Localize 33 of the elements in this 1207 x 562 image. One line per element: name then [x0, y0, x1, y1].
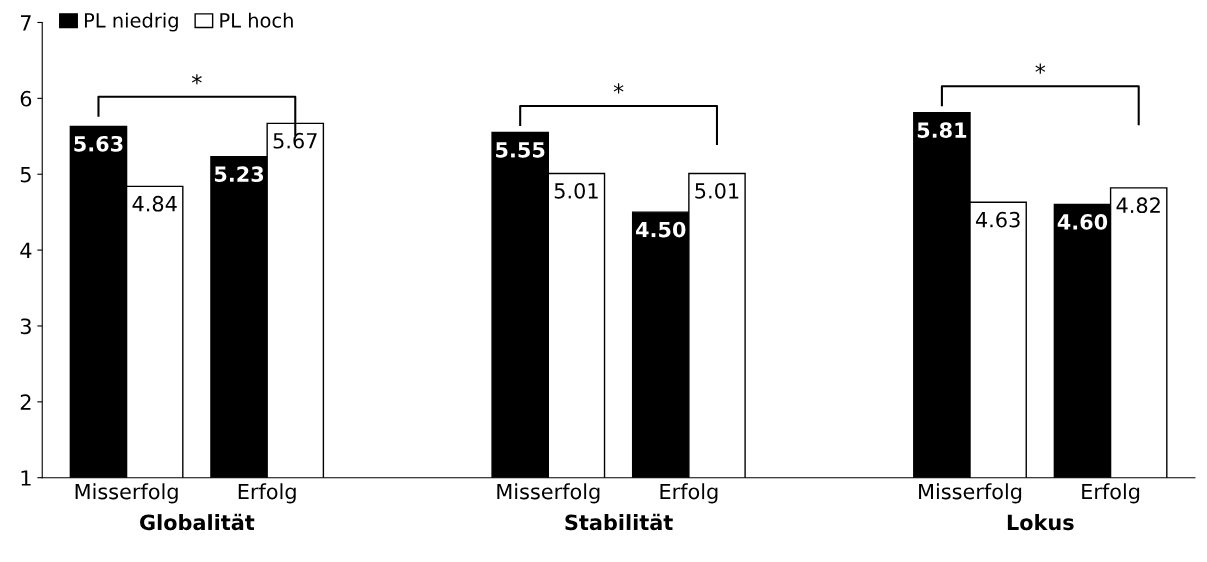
data-label: 4.63: [975, 211, 1020, 228]
data-label: 5.01: [554, 182, 598, 199]
annotation: *: [1035, 63, 1046, 74]
data-label: 5.55: [496, 142, 545, 158]
data-label: 5.67: [273, 132, 317, 149]
data-label: 5.63: [74, 135, 123, 152]
x-tick-label: Erfolg: [1082, 483, 1140, 504]
x-tick-label: Misserfolg: [919, 483, 1022, 504]
text: Globalität: [140, 513, 255, 531]
x-tick-label: Misserfolg: [497, 483, 600, 504]
y-tick-label: 1: [21, 470, 31, 486]
annotation: *: [191, 74, 202, 85]
data-label: 4.84: [132, 195, 177, 212]
data-label: 5.01: [695, 182, 739, 199]
data-label: 4.50: [636, 221, 686, 238]
x-tick-label: Erfolg: [660, 483, 718, 504]
legend-label: PL hoch: [220, 12, 293, 28]
data-label: 4.60: [1057, 214, 1108, 230]
y-tick-label: 6: [20, 90, 32, 107]
y-tick-label: 3: [20, 318, 31, 335]
data-label: 4.82: [1116, 197, 1160, 214]
text: Lokus: [1007, 514, 1074, 531]
legend-label: PL niedrig: [84, 12, 178, 32]
data-label: 5.23: [214, 166, 264, 182]
x-tick-label: Erfolg: [238, 483, 296, 504]
text: Stabilität: [565, 513, 673, 531]
x-tick-label: Misserfolg: [75, 483, 178, 504]
y-tick-label: 7: [20, 15, 31, 31]
y-tick-label: 5: [20, 166, 31, 183]
annotation: *: [613, 83, 624, 94]
y-tick-label: 2: [20, 394, 31, 410]
y-tick-label: 4: [20, 242, 32, 259]
data-label: 5.81: [917, 122, 967, 138]
